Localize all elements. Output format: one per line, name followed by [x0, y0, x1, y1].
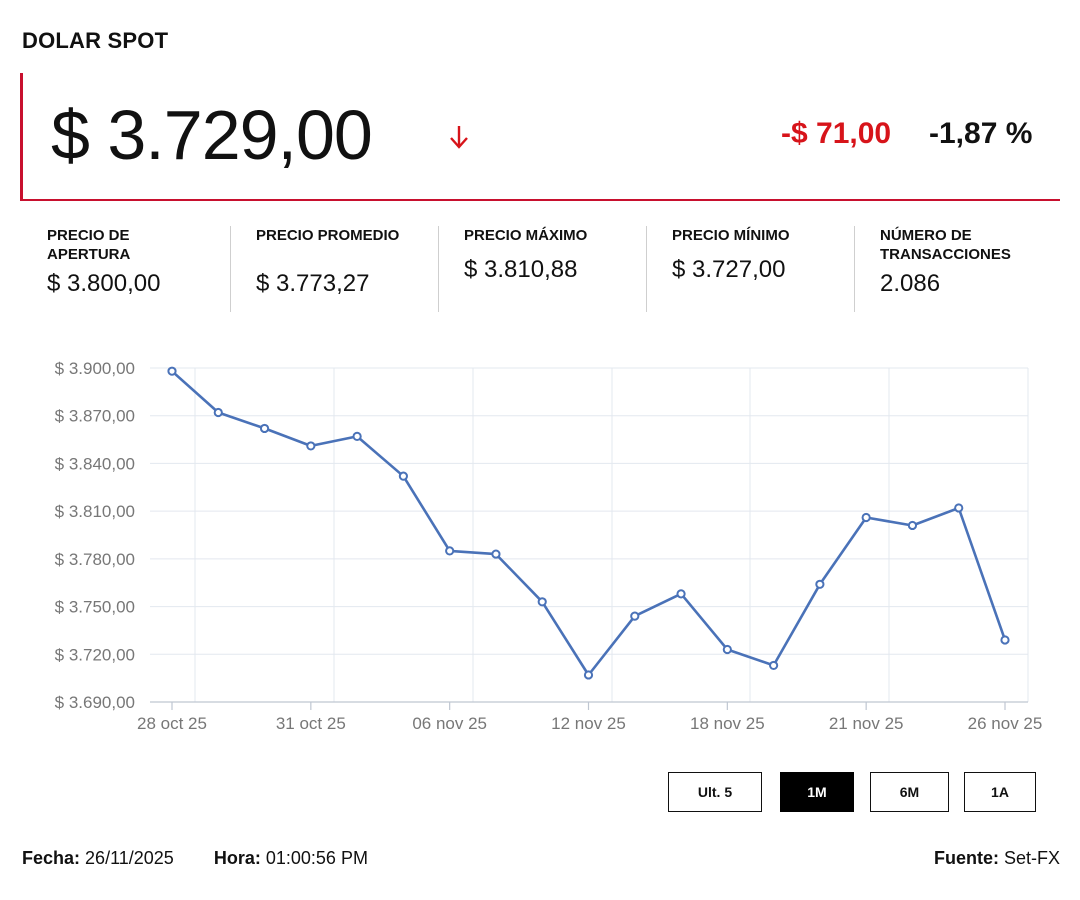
stat-label: PRECIO PROMEDIO	[256, 227, 400, 244]
plot-area	[150, 368, 1028, 702]
x-tick-label: 28 oct 25	[137, 714, 207, 733]
x-tick-label: 31 oct 25	[276, 714, 346, 733]
source-value: Set-FX	[1003, 848, 1060, 868]
stat-label: NÚMERO DE TRANSACCIONES	[880, 227, 1011, 263]
data-point	[167, 366, 177, 376]
data-point	[722, 644, 732, 655]
stat-label: PRECIO MÁXIMO	[464, 227, 588, 244]
stat-value: $ 3.773,27	[256, 270, 370, 297]
stat-value: $ 3.810,88	[464, 256, 578, 283]
x-tick-label: 21 nov 25	[829, 714, 904, 733]
price-change-absolute: -$ 71,00	[781, 117, 892, 150]
data-point	[676, 589, 686, 599]
data-point	[213, 407, 223, 418]
stat-value: $ 3.800,00	[47, 270, 161, 297]
y-tick-label: $ 3.780,00	[55, 550, 135, 569]
x-tick-label: 12 nov 25	[551, 714, 626, 733]
data-point	[537, 597, 547, 607]
arrow-down-icon	[450, 126, 468, 149]
stat-transactions: NÚMERO DE TRANSACCIONES 2.086	[854, 226, 1062, 312]
data-point	[259, 423, 270, 434]
data-point	[815, 579, 825, 589]
x-tick-label: 06 nov 25	[412, 714, 487, 733]
data-point	[630, 611, 640, 621]
y-tick-label: $ 3.900,00	[55, 359, 135, 378]
y-tick-label: $ 3.870,00	[55, 407, 135, 426]
time-label: Hora:	[213, 848, 261, 868]
time-value: 01:00:56 PM	[265, 848, 368, 868]
stat-value: 2.086	[880, 270, 941, 297]
data-point	[398, 471, 408, 481]
y-tick-label: $ 3.750,00	[55, 598, 135, 617]
x-tick-label: 18 nov 25	[690, 714, 765, 733]
date-value: 26/11/2025	[85, 848, 174, 868]
stat-label: PRECIO MÍNIMO	[672, 227, 790, 244]
price-change-percent: -1,87 %	[929, 117, 1033, 150]
data-point	[491, 549, 501, 559]
date-label: Fecha:	[22, 848, 81, 868]
price-chart: $ 3.900,00 $ 3.870,00 $ 3.840,00 $ 3.810,00…	[0, 340, 1080, 740]
stat-max-price: PRECIO MÁXIMO $ 3.810,88	[438, 226, 646, 312]
y-tick-label: $ 3.720,00	[55, 645, 135, 664]
data-point	[907, 520, 918, 531]
data-point	[583, 670, 594, 680]
range-button-ult5[interactable]: Ult. 5	[668, 772, 762, 812]
data-point	[769, 660, 779, 671]
data-point	[445, 546, 455, 556]
stat-label: PRECIO DE APERTURA	[47, 227, 131, 263]
stat-opening-price: PRECIO DE APERTURA $ 3.800,00	[22, 226, 230, 312]
source-label: Fuente:	[933, 848, 999, 868]
current-price: $ 3.729,00	[51, 96, 373, 174]
data-point	[306, 441, 316, 451]
stat-value: $ 3.727,00	[672, 256, 786, 283]
line-chart: $ 3.900,00 $ 3.870,00 $ 3.840,00 $ 3.810,00…	[55, 359, 1043, 733]
y-tick-label: $ 3.810,00	[55, 502, 135, 521]
data-point	[861, 512, 871, 523]
range-button-1a[interactable]: 1A	[964, 772, 1036, 812]
stats-row: PRECIO DE APERTURA $ 3.800,00 PRECIO PRO…	[22, 226, 1062, 312]
range-button-6m[interactable]: 6M	[870, 772, 949, 812]
y-tick-label: $ 3.840,00	[55, 454, 135, 473]
y-tick-label: $ 3.690,00	[55, 693, 135, 712]
stat-average-price: PRECIO PROMEDIO $ 3.773,27	[230, 226, 438, 312]
x-tick-label: 26 nov 25	[968, 714, 1043, 733]
range-button-1m[interactable]: 1M	[780, 772, 854, 812]
stat-min-price: PRECIO MÍNIMO $ 3.727,00	[646, 226, 854, 312]
page-title: DOLAR SPOT	[22, 28, 169, 53]
price-panel: $ 3.729,00 -$ 71,00 -1,87 %	[20, 73, 1060, 201]
data-point	[954, 503, 964, 513]
data-point	[1000, 635, 1010, 645]
data-point	[352, 431, 362, 441]
